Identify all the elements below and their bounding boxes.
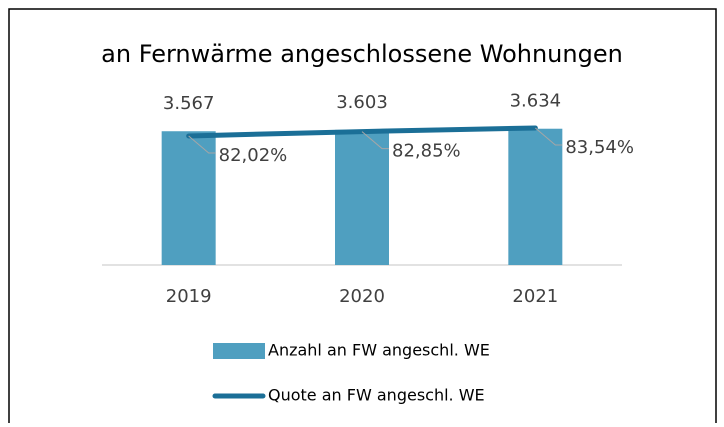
leader-line xyxy=(535,127,563,146)
x-tick-label: 2019 xyxy=(166,286,212,307)
data-label: 3.634 xyxy=(510,91,562,112)
data-label: 3.567 xyxy=(163,93,215,114)
bar xyxy=(335,129,389,265)
bar xyxy=(508,128,563,265)
x-tick-label: 2021 xyxy=(512,286,558,307)
chart-title: an Fernwärme angeschlossene Wohnungen xyxy=(101,40,623,68)
data-label: 3.603 xyxy=(336,92,388,113)
bar xyxy=(161,131,216,265)
x-tick-label: 2020 xyxy=(339,286,385,307)
leader-line xyxy=(361,131,389,150)
data-label: 82,02% xyxy=(219,145,288,166)
data-label: 83,54% xyxy=(565,137,634,158)
legend-swatch xyxy=(213,343,265,359)
legend-label: Anzahl an FW angeschl. WE xyxy=(268,341,490,360)
legend-label: Quote an FW angeschl. WE xyxy=(268,386,485,405)
data-label: 82,85% xyxy=(392,141,461,162)
leader-line xyxy=(188,135,216,154)
chart-border xyxy=(8,8,717,423)
